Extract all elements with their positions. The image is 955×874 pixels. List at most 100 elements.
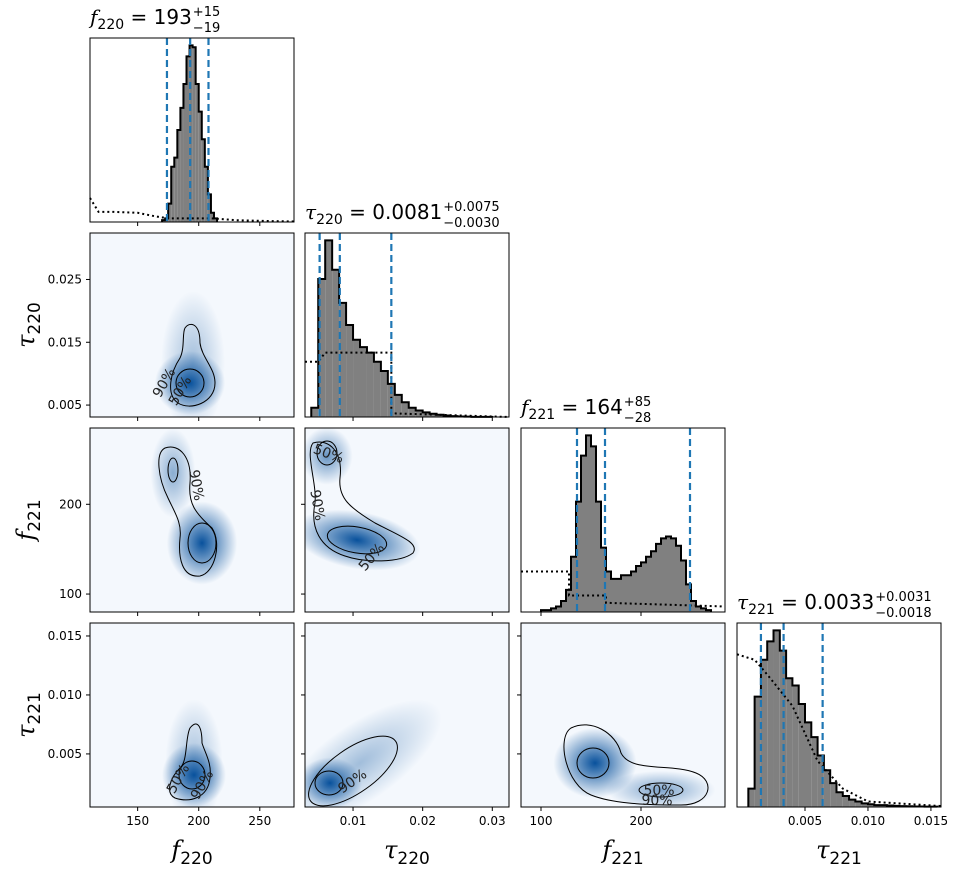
hist-bar (631, 571, 636, 612)
title-main: = 164 (555, 395, 623, 419)
label-subscript: 221 (25, 499, 45, 531)
hist-bar (346, 325, 354, 417)
hist-bar (861, 803, 868, 807)
x-tick-label: 0.03 (479, 814, 506, 828)
hist-bar (353, 339, 361, 417)
title-subscript: 221 (528, 407, 555, 423)
hist-bar (701, 608, 706, 612)
hist-bar (805, 722, 812, 807)
label-symbol: τ (384, 836, 398, 864)
y-tick-label: 0.015 (48, 335, 82, 349)
title-minus: −19 (193, 21, 220, 36)
hist-bar (591, 446, 596, 612)
y-tick-label: 200 (59, 497, 82, 511)
contour (576, 747, 610, 779)
contour (308, 735, 398, 807)
hist-bar (621, 575, 626, 612)
hist-bar (842, 795, 850, 807)
contour-label: 50% (643, 783, 674, 799)
hist-bar (651, 551, 656, 612)
hist-bar (186, 56, 190, 223)
hist-bar (792, 685, 799, 807)
label-symbol: τ (12, 724, 40, 738)
x-tick-label: 0.010 (851, 814, 885, 828)
hist-outline (747, 629, 939, 808)
hist-outline (310, 239, 494, 418)
hist-bar (798, 703, 805, 807)
prior-line (89, 197, 295, 223)
hist-bar (823, 770, 831, 807)
hist-bar (691, 600, 696, 612)
prior-line (305, 351, 510, 418)
hist-bar (686, 584, 691, 612)
hist-bar (849, 799, 856, 807)
contour (170, 323, 216, 407)
hist-bar (380, 371, 388, 417)
hist-bar (168, 203, 172, 222)
hist-bar (611, 578, 616, 612)
panel-border (304, 232, 510, 418)
title-symbol: τ (737, 590, 749, 614)
hist-bar (666, 536, 671, 612)
hist-bar (210, 212, 214, 222)
hist-outline (540, 434, 712, 612)
label-subscript: 221 (611, 849, 643, 869)
density-panel (90, 428, 294, 612)
hist-bar (311, 407, 319, 417)
y-tick-label: 0.015 (48, 629, 82, 643)
contour (638, 782, 684, 798)
density-panel (90, 623, 294, 807)
hist-bar (671, 538, 676, 612)
density-blob (305, 509, 421, 571)
y-tick-label: 0.005 (48, 747, 82, 761)
y-tick-label: 0.010 (48, 688, 82, 702)
hist-bar (855, 801, 862, 807)
title-main: = 0.0081 (343, 200, 442, 224)
title-subscript: 220 (97, 17, 124, 33)
density-panel (521, 623, 725, 807)
panel-border (520, 622, 726, 808)
x-tick-label: 150 (126, 814, 149, 828)
panel-border (520, 427, 726, 613)
contour (175, 368, 205, 398)
hist-bar (817, 755, 824, 807)
hist-bar (811, 737, 818, 807)
hist-bar (773, 630, 780, 807)
hist-bar (556, 606, 561, 612)
hist-bar (213, 218, 218, 222)
hist-bar (332, 269, 340, 417)
title-plus: +85 (624, 395, 651, 410)
hist-bar (183, 84, 187, 222)
title-minus: −0.0018 (875, 606, 931, 621)
panel-title: τ221 = 0.0033 (737, 590, 874, 618)
contour (309, 441, 415, 562)
x-axis-label: f220 (169, 836, 212, 869)
hist-bar (415, 410, 423, 417)
hist-bar (754, 696, 761, 807)
y-tick-label: 0.025 (48, 272, 82, 286)
x-tick-label: 0.005 (788, 814, 822, 828)
hist-bar (836, 792, 843, 807)
hist-bar (339, 302, 347, 417)
hist-bar (561, 600, 566, 612)
panel-border (89, 232, 295, 418)
hist-bar (586, 435, 591, 612)
hist-bar (748, 788, 755, 807)
prior-line (736, 653, 942, 808)
panel-border (304, 427, 510, 613)
title-plus: +15 (193, 5, 220, 20)
hist-bar (566, 589, 571, 612)
hist-bar (318, 279, 326, 417)
x-tick-label: 0.01 (340, 814, 367, 828)
hist-bar (760, 659, 768, 807)
x-tick-label: 250 (248, 814, 271, 828)
prior-line (521, 570, 726, 608)
title-main: = 193 (124, 5, 192, 29)
panel-border (304, 622, 510, 808)
hist-bar (676, 545, 681, 612)
hist-bar (830, 783, 837, 807)
label-symbol: τ (12, 334, 40, 348)
title-plus: +0.0031 (875, 590, 931, 605)
title-main: = 0.0033 (775, 590, 874, 614)
hist-bar (192, 47, 196, 223)
